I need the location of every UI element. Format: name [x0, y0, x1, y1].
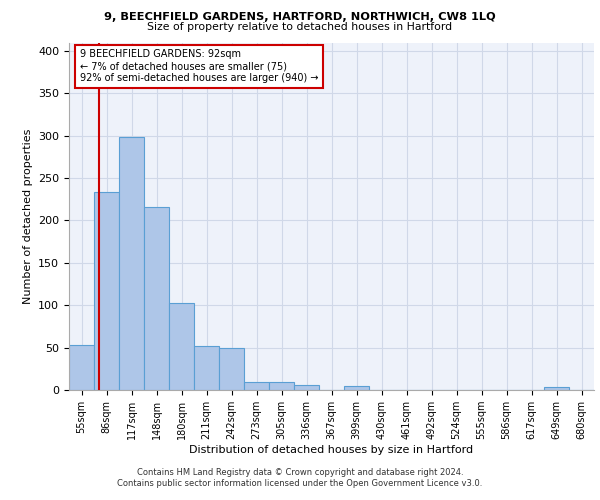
Bar [294, 385, 319, 390]
Bar [194, 346, 219, 390]
Bar [244, 382, 269, 390]
Text: 9 BEECHFIELD GARDENS: 92sqm
← 7% of detached houses are smaller (75)
92% of semi: 9 BEECHFIELD GARDENS: 92sqm ← 7% of deta… [79, 50, 318, 82]
Bar [269, 382, 294, 390]
Text: Contains HM Land Registry data © Crown copyright and database right 2024.
Contai: Contains HM Land Registry data © Crown c… [118, 468, 482, 487]
Text: Size of property relative to detached houses in Hartford: Size of property relative to detached ho… [148, 22, 452, 32]
Bar [119, 138, 144, 390]
Bar [69, 345, 94, 390]
Bar [94, 192, 119, 390]
Bar [344, 386, 369, 390]
Bar [144, 207, 169, 390]
Y-axis label: Number of detached properties: Number of detached properties [23, 128, 32, 304]
X-axis label: Distribution of detached houses by size in Hartford: Distribution of detached houses by size … [190, 445, 473, 455]
Bar [169, 302, 194, 390]
Bar [219, 348, 244, 390]
Bar [544, 386, 569, 390]
Text: 9, BEECHFIELD GARDENS, HARTFORD, NORTHWICH, CW8 1LQ: 9, BEECHFIELD GARDENS, HARTFORD, NORTHWI… [104, 12, 496, 22]
